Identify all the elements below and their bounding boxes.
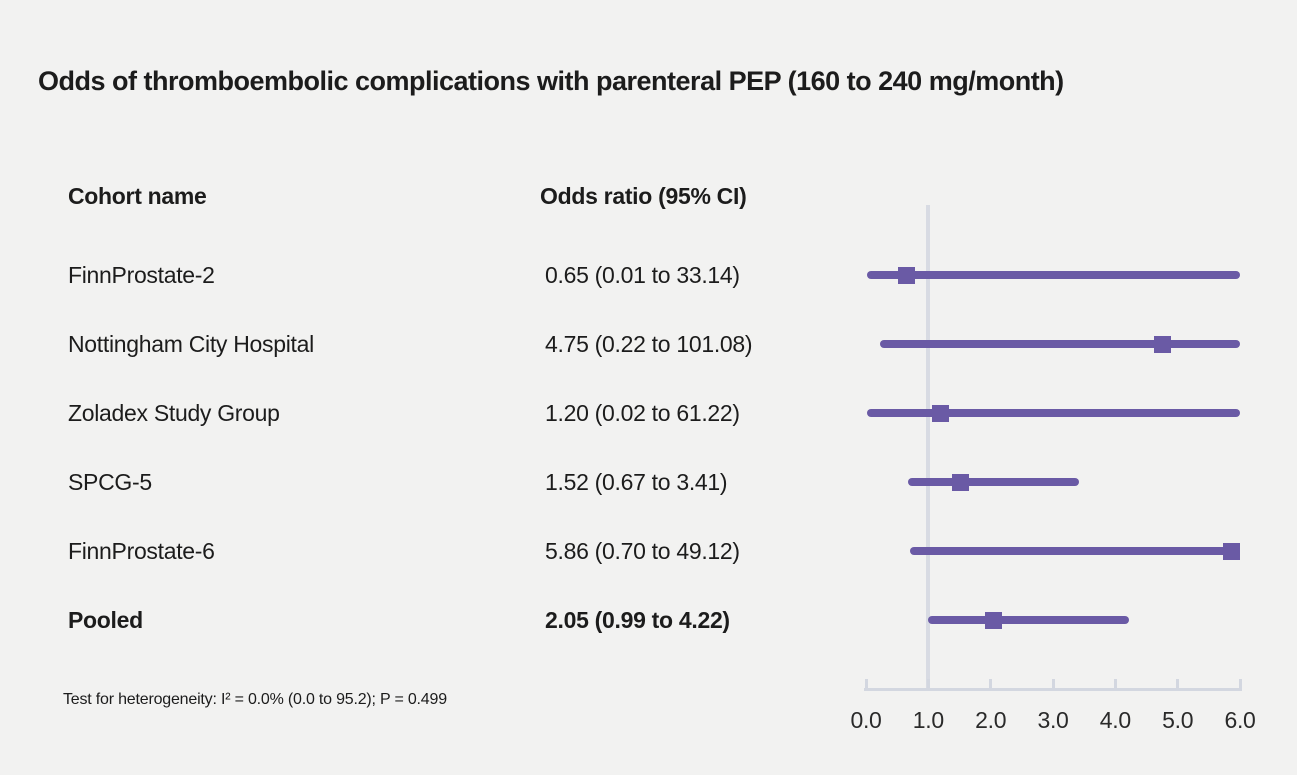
x-axis-tick-label: 1.0 (912, 707, 944, 733)
chart-title: Odds of thromboembolic complications wit… (38, 66, 1064, 96)
x-axis-tick (864, 679, 868, 688)
heterogeneity-footnote: Test for heterogeneity: I² = 0.0% (0.0 t… (63, 691, 447, 708)
cohort-label: Pooled (68, 607, 143, 633)
confidence-interval-line (927, 616, 1130, 624)
cohort-label: Nottingham City Hospital (68, 331, 314, 357)
point-estimate-marker (1153, 335, 1171, 353)
reference-line (926, 205, 931, 688)
odds-ratio-column-header: Odds ratio (95% CI) (540, 183, 747, 209)
odds-ratio-value: 4.75 (0.22 to 101.08) (545, 331, 753, 357)
odds-ratio-value: 2.05 (0.99 to 4.22) (545, 607, 730, 633)
x-axis-tick (989, 679, 993, 688)
odds-ratio-value: 1.20 (0.02 to 61.22) (545, 400, 740, 426)
x-axis-tick-label: 4.0 (1099, 707, 1131, 733)
x-axis-tick-label: 6.0 (1224, 707, 1256, 733)
confidence-interval-line (879, 340, 1240, 348)
confidence-interval-line (909, 547, 1240, 555)
confidence-interval-line (907, 478, 1079, 486)
x-axis-tick-label: 0.0 (850, 707, 882, 733)
point-estimate-marker (932, 404, 950, 422)
x-axis-tick-label: 3.0 (1037, 707, 1069, 733)
cohort-label: FinnProstate-2 (68, 262, 215, 288)
x-axis-tick-label: 5.0 (1162, 707, 1194, 733)
odds-ratio-value: 5.86 (0.70 to 49.12) (545, 538, 740, 564)
cohort-label: FinnProstate-6 (68, 538, 215, 564)
point-estimate-marker (952, 473, 970, 491)
point-estimate-marker (985, 611, 1003, 629)
x-axis-tick (1051, 679, 1055, 688)
point-estimate-marker (898, 266, 916, 284)
odds-ratio-value: 0.65 (0.01 to 33.14) (545, 262, 740, 288)
x-axis-tick (1113, 679, 1117, 688)
cohort-label: Zoladex Study Group (68, 400, 280, 426)
x-axis-tick (926, 679, 930, 688)
cohort-label: SPCG-5 (68, 469, 152, 495)
x-axis-tick (1176, 679, 1180, 688)
x-axis-tick (1238, 679, 1242, 688)
point-estimate-marker (1222, 542, 1240, 560)
x-axis-line (864, 688, 1242, 691)
x-axis-tick-label: 2.0 (975, 707, 1007, 733)
confidence-interval-line (866, 271, 1240, 279)
confidence-interval-line (867, 409, 1240, 417)
cohort-column-header: Cohort name (68, 183, 207, 209)
odds-ratio-value: 1.52 (0.67 to 3.41) (545, 469, 728, 495)
